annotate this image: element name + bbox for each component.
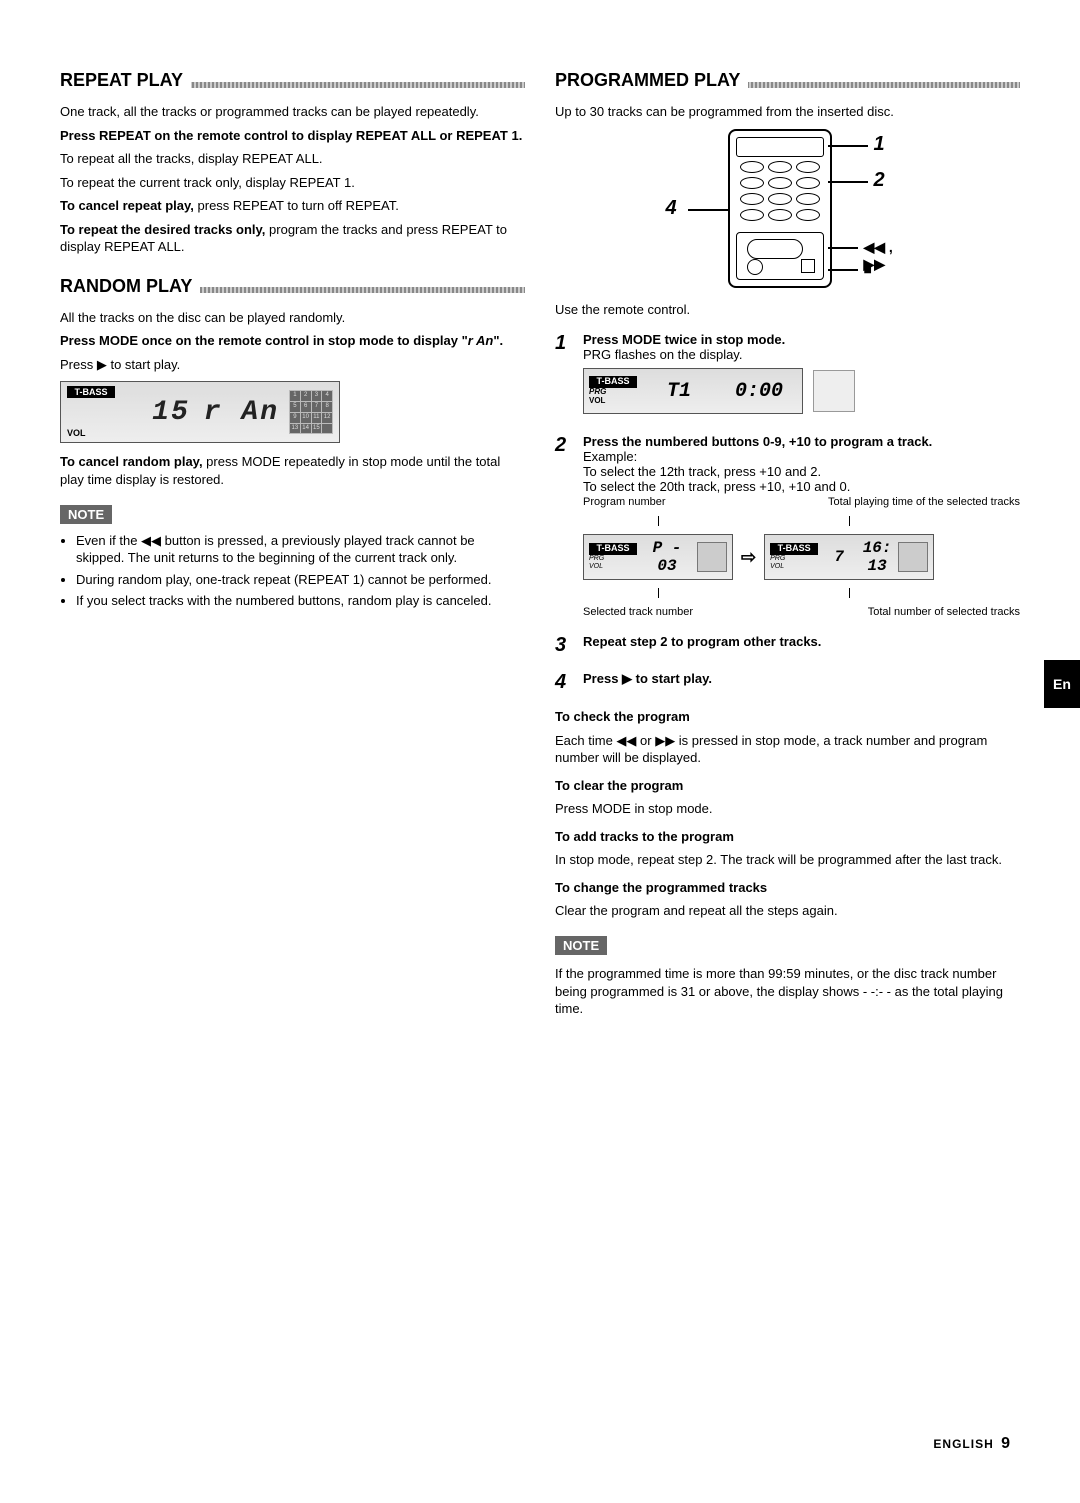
repeat-p1: One track, all the tracks or programmed … <box>60 103 525 121</box>
s1-lcd-blank <box>813 370 855 412</box>
arrow-icon: ⇨ <box>741 547 756 568</box>
step2-lcds: T-BASSPRGVOL P - 03 ⇨ T-BASSPRGVOL 7 <box>583 514 1020 600</box>
footer-lang: ENGLISH <box>933 1437 993 1451</box>
footer: ENGLISH 9 <box>933 1435 1010 1453</box>
step2-num: 2 <box>555 434 573 457</box>
cap-top-r: Total playing time of the selected track… <box>828 496 1020 508</box>
diagram-label-1: 1 <box>874 133 885 156</box>
note-badge-right: NOTE <box>555 936 607 955</box>
step4-num: 4 <box>555 671 573 694</box>
step2-caps-bot: Selected track number Total number of se… <box>583 606 1020 618</box>
clear-p: Press MODE in stop mode. <box>555 800 1020 818</box>
step2-l2: To select the 20th track, press +10, +10… <box>583 479 1020 494</box>
step4: 4 Press ▶ to start play. <box>555 671 1020 694</box>
repeat-p2: Press REPEAT on the remote control to di… <box>60 127 525 145</box>
step1-sub: PRG flashes on the display. <box>583 347 1020 362</box>
random-p2a: Press MODE once on the remote control in… <box>60 333 468 348</box>
step2-caps-top: Program number Total playing time of the… <box>583 496 1020 508</box>
lcd-text: r An <box>200 397 283 428</box>
programmed-title: PROGRAMMED PLAY <box>555 70 748 91</box>
random-p4a: To cancel random play, <box>60 454 203 469</box>
step3-num: 3 <box>555 634 573 657</box>
step2-ex: Example: <box>583 449 1020 464</box>
diagram-label-4: 4 <box>666 197 677 220</box>
random-p1: All the tracks on the disc can be played… <box>60 309 525 327</box>
change-h: To change the programmed tracks <box>555 880 767 895</box>
prog-note: If the programmed time is more than 99:5… <box>555 965 1020 1018</box>
random-note-2: During random play, one-track repeat (RE… <box>76 571 525 589</box>
random-play-title: RANDOM PLAY <box>60 276 200 297</box>
cap-bot-l: Selected track number <box>583 606 693 618</box>
remote-diagram: 1 2 4 ◀◀ , ▶▶ ■ <box>658 129 918 289</box>
add-p: In stop mode, repeat step 2. The track w… <box>555 851 1020 869</box>
repeat-p5b: press REPEAT to turn off REPEAT. <box>194 198 399 213</box>
repeat-play-title: REPEAT PLAY <box>60 70 191 91</box>
check-p: Each time ◀◀ or ▶▶ is pressed in stop mo… <box>555 732 1020 767</box>
random-play-title-row: RANDOM PLAY <box>60 276 525 297</box>
cap-top-l: Program number <box>583 496 666 508</box>
random-p4: To cancel random play, press MODE repeat… <box>60 453 525 488</box>
repeat-p5a: To cancel repeat play, <box>60 198 194 213</box>
random-p2: Press MODE once on the remote control in… <box>60 332 525 350</box>
random-p2b: r An <box>468 333 494 348</box>
repeat-p6: To repeat the desired tracks only, progr… <box>60 221 525 256</box>
note-badge-left: NOTE <box>60 505 112 524</box>
s2-lcdBa: 7 <box>822 548 856 566</box>
s1-trk: T1 <box>667 380 691 403</box>
random-note-1: Even if the ◀◀ button is pressed, a prev… <box>76 532 525 567</box>
lcd-num: 15 <box>148 397 194 428</box>
s2-lcd-a: T-BASSPRGVOL P - 03 <box>583 534 733 580</box>
repeat-p6a: To repeat the desired tracks only, <box>60 222 265 237</box>
lcd-vol: VOL <box>67 428 142 438</box>
add-h: To add tracks to the program <box>555 829 734 844</box>
random-p3: Press ▶ to start play. <box>60 356 525 374</box>
cap-bot-r: Total number of selected tracks <box>868 606 1020 618</box>
s2-lcdBb: 16: 13 <box>860 539 894 575</box>
footer-page: 9 <box>1001 1435 1010 1452</box>
repeat-play-title-row: REPEAT PLAY <box>60 70 525 91</box>
left-column: REPEAT PLAY One track, all the tracks or… <box>60 70 525 1024</box>
programmed-title-row: PROGRAMMED PLAY <box>555 70 1020 91</box>
random-lcd: T-BASS VOL 15 r An 1234 5678 9101112 131… <box>60 381 340 443</box>
diagram-label-2: 2 <box>874 169 885 192</box>
lcd-track-grid: 1234 5678 9101112 131415 <box>289 390 333 434</box>
random-note-3: If you select tracks with the numbered b… <box>76 592 525 610</box>
random-p2c: ". <box>493 333 503 348</box>
random-notes: Even if the ◀◀ button is pressed, a prev… <box>60 532 525 610</box>
repeat-p4: To repeat the current track only, displa… <box>60 174 525 192</box>
step1: 1 Press MODE twice in stop mode. PRG fla… <box>555 332 1020 420</box>
check-h: To check the program <box>555 709 690 724</box>
step1-num: 1 <box>555 332 573 355</box>
clear-h: To clear the program <box>555 778 683 793</box>
diagram-stop: ■ <box>864 261 872 277</box>
language-side-tab: En <box>1044 660 1080 708</box>
repeat-p5: To cancel repeat play, press REPEAT to t… <box>60 197 525 215</box>
step1-title: Press MODE twice in stop mode. <box>583 332 1020 347</box>
step2-title: Press the numbered buttons 0-9, +10 to p… <box>583 434 1020 449</box>
prog-p2: Use the remote control. <box>555 301 1020 319</box>
s1-vol: VOL <box>589 397 637 406</box>
change-p: Clear the program and repeat all the ste… <box>555 902 1020 920</box>
step3-title: Repeat step 2 to program other tracks. <box>583 634 1020 649</box>
step2-l1: To select the 12th track, press +10 and … <box>583 464 1020 479</box>
s2-lcdA: P - 03 <box>641 539 693 575</box>
step2: 2 Press the numbered buttons 0-9, +10 to… <box>555 434 1020 620</box>
right-column: PROGRAMMED PLAY Up to 30 tracks can be p… <box>555 70 1020 1024</box>
repeat-p3: To repeat all the tracks, display REPEAT… <box>60 150 525 168</box>
step1-lcd: T-BASS PRG VOL T1 0:00 <box>583 368 803 414</box>
lcd-tbass: T-BASS <box>67 386 115 398</box>
s1-disp: 0:00 <box>721 380 797 403</box>
s2-lcd-b: T-BASSPRGVOL 7 16: 13 <box>764 534 934 580</box>
step3: 3 Repeat step 2 to program other tracks. <box>555 634 1020 657</box>
step4-title: Press ▶ to start play. <box>583 671 1020 687</box>
prog-p1: Up to 30 tracks can be programmed from t… <box>555 103 1020 121</box>
